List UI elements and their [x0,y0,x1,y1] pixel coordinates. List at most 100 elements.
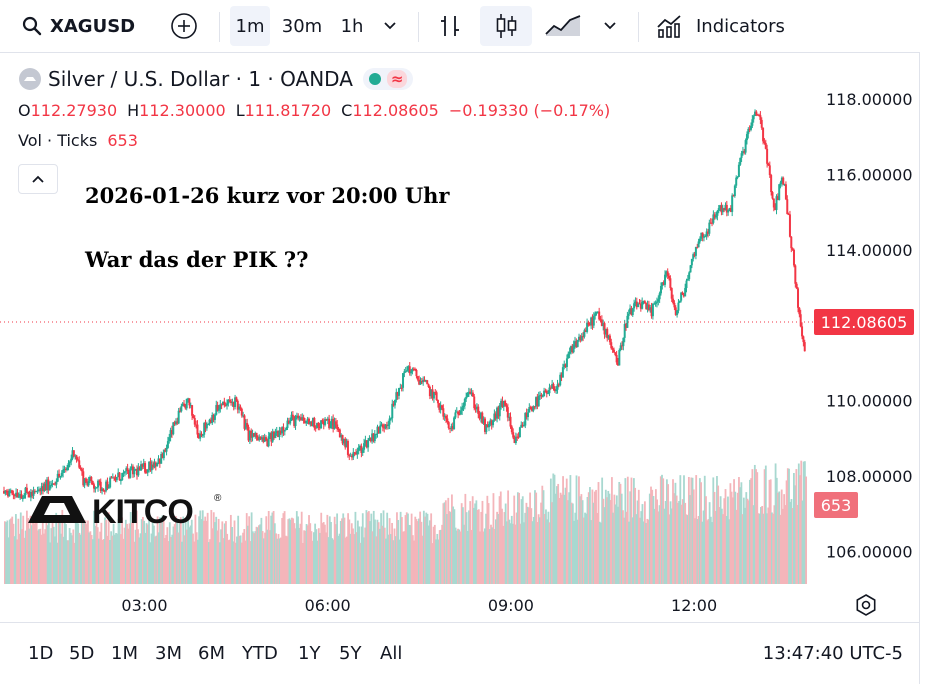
volume-bar [347,513,350,584]
indicators-button[interactable]: Indicators [650,6,800,46]
candle-body [582,336,585,338]
candle-body [242,415,245,417]
volume-bar [779,514,782,584]
area-chart-icon [545,15,581,36]
candle-body [586,322,589,332]
range-1y-button[interactable]: 1Y [298,643,321,664]
chart-type-dropdown-button[interactable] [596,6,624,46]
volume-bar [589,487,591,584]
candle-body [408,366,411,374]
range-ytd-button[interactable]: YTD [242,643,278,664]
volume-bar [35,519,38,584]
volume-bar [68,528,71,584]
candle-body [379,425,382,434]
candle-body [689,265,692,273]
candle-body [248,430,251,441]
volume-bar [343,517,346,584]
volume-bar [288,518,291,584]
volume-bar [468,510,470,584]
range-all-button[interactable]: All [380,643,403,664]
candle-body [535,397,538,407]
area-style-button[interactable] [542,6,584,46]
candle-body [602,323,605,326]
chart-settings-icon[interactable] [856,594,876,616]
search-icon [22,16,42,36]
candle-body [649,307,652,311]
candle-body [633,303,636,309]
volume-bar [51,520,54,584]
chart-pane[interactable]: 118.00000 116.00000 114.00000 110.00000 108.… [0,52,920,622]
candle-body [497,407,500,417]
volume-bar [526,506,529,584]
candle-body [638,303,641,305]
volume-bar [144,532,147,584]
volume-bar [353,534,356,584]
volume-bar [338,533,341,584]
range-5y-button[interactable]: 5Y [339,643,362,664]
range-5d-button[interactable]: 5D [69,643,95,664]
volume-bar [520,499,523,584]
volume-bar [225,521,227,584]
volume-bar [537,514,540,584]
volume-bar [192,533,194,584]
volume-bar [386,512,389,584]
volume-bar [232,541,235,584]
volume-bar [239,535,242,584]
timezone-clock[interactable]: 13:47:40 UTC-5 [762,643,903,664]
range-3m-button[interactable]: 3M [155,643,182,664]
candles-style-button[interactable] [480,6,532,46]
candle-body [297,415,300,419]
candle-body [199,433,202,439]
candle-body [616,362,619,366]
interval-30m-button[interactable]: 30m [276,6,328,46]
volume-bar [498,496,501,584]
volume-bar [4,521,6,584]
volume-bar [369,521,371,584]
range-6m-button[interactable]: 6M [198,643,225,664]
volume-bar [731,497,734,584]
interval-1h-button[interactable]: 1h [334,6,370,46]
symbol-search[interactable]: XAGUSD [22,0,135,52]
candle-body [387,424,390,427]
volume-bar [333,516,336,584]
volume-bar [240,542,243,584]
price-chart[interactable]: 118.00000 116.00000 114.00000 110.00000 108.… [0,53,920,623]
range-1d-button[interactable]: 1D [28,643,54,664]
volume-bar [45,516,48,584]
volume-bar [430,513,433,584]
volume-bar [413,540,415,584]
candle-body [794,265,797,284]
volume-bar [518,492,520,584]
volume-bar [418,518,420,584]
candle-body [117,472,120,477]
volume-bar [470,529,473,584]
candle-body [641,301,644,309]
legend-collapse-button[interactable] [18,164,58,194]
volume-bar [764,465,767,584]
volume-bar [504,503,507,584]
bars-style-button[interactable] [432,6,468,46]
volume-bar [679,475,682,584]
volume-bar [658,505,661,584]
candle-body [686,279,689,281]
market-status-pill[interactable]: ≈ [362,68,414,90]
candle-body [90,477,93,482]
volume-bar [602,498,605,584]
volume-bar [782,508,784,584]
candle-body [771,192,774,199]
volume-bar [623,517,626,584]
candle-body [299,417,302,421]
volume-bar [739,487,742,584]
range-1m-button[interactable]: 1M [111,643,138,664]
volume-bar [575,475,578,584]
interval-1m-button[interactable]: 1m [230,6,270,46]
volume-bar [253,533,255,584]
candle-body [688,272,691,280]
compare-add-button[interactable] [166,6,202,46]
candle-body [113,477,116,479]
volume-bar [633,478,635,584]
interval-dropdown-button[interactable] [376,6,404,46]
volume-bar [85,524,88,584]
candle-body [760,119,763,128]
volume-bar [618,481,621,584]
